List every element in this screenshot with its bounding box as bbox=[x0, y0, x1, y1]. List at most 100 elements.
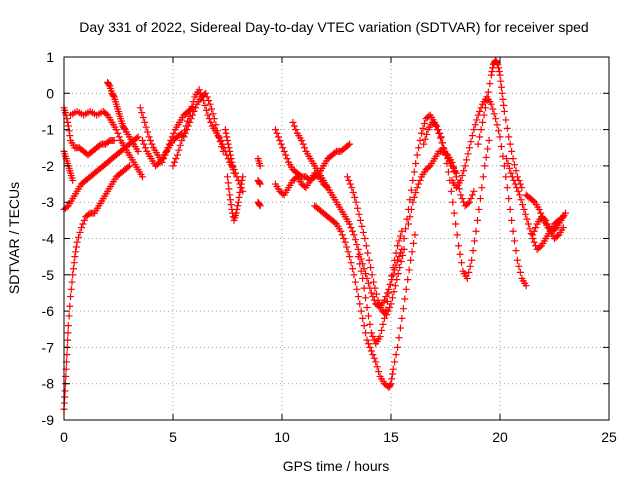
data-point bbox=[404, 220, 412, 228]
data-point bbox=[413, 184, 421, 192]
data-point bbox=[65, 312, 73, 320]
data-point bbox=[255, 179, 263, 187]
data-point bbox=[226, 147, 234, 155]
data-point bbox=[470, 187, 478, 195]
data-point bbox=[542, 216, 550, 224]
data-point bbox=[229, 162, 237, 170]
data-point bbox=[217, 136, 225, 144]
data-point bbox=[234, 198, 242, 206]
data-point bbox=[256, 202, 264, 210]
data-point bbox=[496, 71, 504, 79]
data-point bbox=[72, 248, 80, 256]
data-point bbox=[186, 118, 194, 126]
data-point bbox=[378, 326, 386, 334]
data-point bbox=[234, 202, 242, 210]
data-point bbox=[492, 115, 500, 123]
data-point bbox=[513, 256, 521, 264]
data-point bbox=[170, 158, 178, 166]
data-point bbox=[529, 231, 537, 239]
data-point bbox=[349, 189, 357, 197]
data-point bbox=[62, 372, 70, 380]
data-point bbox=[511, 237, 519, 245]
data-point bbox=[479, 118, 487, 126]
data-point bbox=[467, 138, 475, 146]
data-point bbox=[178, 136, 186, 144]
data-point bbox=[69, 176, 77, 184]
data-point bbox=[386, 381, 394, 389]
data-point bbox=[468, 191, 476, 199]
data-point bbox=[375, 300, 383, 308]
data-point bbox=[154, 159, 162, 167]
data-point bbox=[394, 270, 402, 278]
data-point bbox=[515, 262, 523, 270]
data-point bbox=[188, 103, 196, 111]
data-point bbox=[176, 141, 184, 149]
data-point bbox=[405, 266, 413, 274]
data-point bbox=[382, 293, 390, 301]
data-point bbox=[367, 264, 375, 272]
series-arc-24 bbox=[420, 118, 493, 282]
data-point bbox=[559, 213, 567, 221]
data-point bbox=[467, 195, 475, 203]
data-point bbox=[396, 264, 404, 272]
data-point bbox=[173, 151, 181, 159]
data-point bbox=[369, 293, 377, 301]
data-point bbox=[373, 363, 381, 371]
data-point bbox=[420, 120, 428, 128]
data-point bbox=[184, 122, 192, 130]
data-point bbox=[561, 209, 569, 217]
data-point bbox=[465, 268, 473, 276]
data-point bbox=[413, 151, 421, 159]
data-point bbox=[379, 320, 387, 328]
data-point bbox=[256, 180, 264, 188]
data-point bbox=[256, 162, 264, 170]
data-point bbox=[425, 163, 433, 171]
data-point bbox=[412, 159, 420, 167]
data-point bbox=[516, 268, 524, 276]
axis-ticks bbox=[63, 56, 610, 421]
data-point bbox=[389, 365, 397, 373]
data-point bbox=[410, 239, 418, 247]
data-point bbox=[202, 89, 210, 97]
series-arc-11 bbox=[224, 173, 247, 224]
data-point bbox=[517, 196, 525, 204]
data-point bbox=[133, 134, 141, 142]
data-point bbox=[415, 180, 423, 188]
data-point bbox=[172, 155, 180, 163]
data-point bbox=[499, 152, 507, 160]
data-point bbox=[362, 294, 370, 302]
data-point bbox=[502, 173, 510, 181]
data-point bbox=[536, 243, 544, 251]
data-point bbox=[365, 256, 373, 264]
data-point bbox=[520, 205, 528, 213]
data-point bbox=[221, 126, 229, 134]
data-point bbox=[138, 136, 146, 144]
data-point bbox=[347, 259, 355, 267]
data-point bbox=[283, 155, 291, 163]
data-point bbox=[360, 322, 368, 330]
data-point bbox=[411, 231, 419, 239]
data-point bbox=[363, 336, 371, 344]
series-arc-15 bbox=[254, 198, 264, 210]
y-tick-label: 0 bbox=[46, 85, 54, 101]
data-point bbox=[351, 236, 359, 244]
data-point bbox=[510, 176, 518, 184]
data-point bbox=[521, 210, 529, 218]
data-point bbox=[395, 253, 403, 261]
data-point bbox=[354, 245, 362, 253]
series-arc-7 bbox=[136, 104, 197, 166]
data-point bbox=[376, 333, 384, 341]
y-tick-label: -3 bbox=[42, 194, 55, 210]
data-point bbox=[75, 233, 83, 241]
data-point bbox=[195, 86, 203, 94]
data-point bbox=[352, 198, 360, 206]
data-point bbox=[282, 151, 290, 159]
series-arc-29 bbox=[529, 213, 567, 242]
data-point bbox=[453, 231, 461, 239]
y-tick-label: -6 bbox=[42, 303, 55, 319]
data-point bbox=[495, 68, 503, 76]
data-point bbox=[228, 158, 236, 166]
data-point bbox=[346, 180, 354, 188]
data-point bbox=[481, 162, 489, 170]
